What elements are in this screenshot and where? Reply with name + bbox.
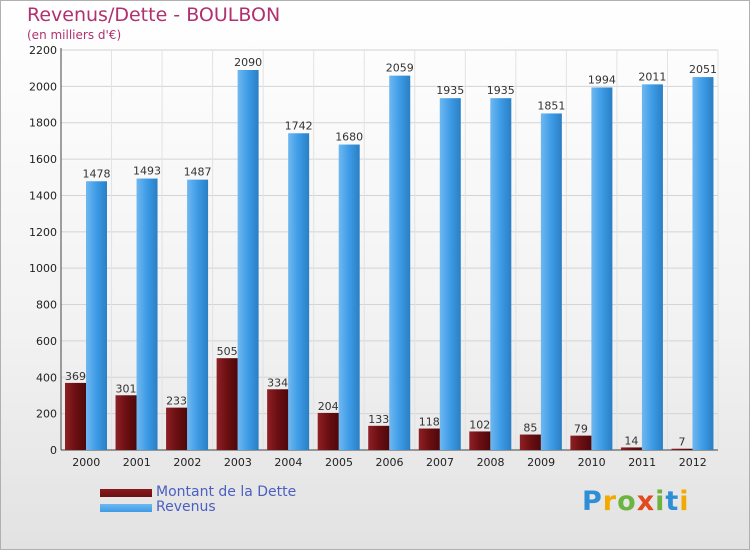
data-label-dette: 85 <box>523 422 537 435</box>
y-tick-label: 1200 <box>29 226 57 239</box>
bar-revenus <box>338 144 360 450</box>
y-tick-label: 1000 <box>29 262 57 275</box>
x-tick-label: 2001 <box>123 456 151 469</box>
data-label-dette: 233 <box>166 395 187 408</box>
bar-revenus <box>490 98 512 450</box>
x-tick-label: 2008 <box>477 456 505 469</box>
bar-chart: 0 200 400 600 800 1000 1200 1400 1600 1800 2000 220… <box>29 44 719 469</box>
bar-dette <box>65 382 86 450</box>
bar-dette <box>620 447 642 450</box>
bar-dette <box>317 412 339 450</box>
x-tick-label: 2004 <box>274 456 302 469</box>
data-label-dette: 334 <box>267 376 288 389</box>
legend-label-revenus: Revenus <box>156 499 216 515</box>
bar-revenus <box>692 77 714 450</box>
bar-dette <box>469 431 491 450</box>
bar-revenus <box>136 178 158 450</box>
chart-subtitle: (en milliers d'€) <box>27 28 122 42</box>
y-tick-label: 1600 <box>29 153 57 166</box>
x-tick-label: 2012 <box>679 456 707 469</box>
data-label-revenus: 1994 <box>588 73 616 86</box>
x-tick-label: 2011 <box>628 456 656 469</box>
data-label-dette: 133 <box>368 413 389 426</box>
y-tick-label: 2000 <box>29 80 57 93</box>
logo-letter: i <box>655 486 666 517</box>
bar-revenus <box>540 113 562 451</box>
bar-dette <box>368 425 390 450</box>
bar-dette <box>267 389 289 450</box>
legend-label-dette: Montant de la Dette <box>156 484 297 500</box>
y-tick-label: 600 <box>36 335 57 348</box>
data-label-dette: 301 <box>116 382 137 395</box>
logo-letter: P <box>582 486 603 517</box>
data-label-dette: 7 <box>678 436 685 449</box>
data-label-dette: 369 <box>65 370 86 383</box>
data-label-revenus: 1742 <box>285 119 313 132</box>
data-label-dette: 118 <box>419 416 440 429</box>
data-label-dette: 14 <box>624 434 638 447</box>
bar-dette <box>671 448 693 450</box>
y-tick-label: 1400 <box>29 189 57 202</box>
chart-title: Revenus/Dette - BOULBON <box>27 4 281 26</box>
data-label-dette: 204 <box>318 400 339 413</box>
x-tick-label: 2005 <box>325 456 353 469</box>
data-label-dette: 505 <box>217 345 238 358</box>
y-tick-label: 200 <box>36 408 57 421</box>
bar-dette <box>519 434 541 450</box>
data-label-dette: 102 <box>469 418 490 431</box>
x-tick-label: 2002 <box>173 456 201 469</box>
data-label-revenus: 1487 <box>184 166 212 179</box>
y-tick-label: 0 <box>50 444 57 457</box>
logo-letter: o <box>617 486 637 517</box>
y-tick-label: 800 <box>36 299 57 312</box>
data-label-revenus: 2011 <box>638 70 666 83</box>
bar-revenus <box>641 84 663 450</box>
bar-dette <box>216 358 238 450</box>
bar-revenus <box>591 87 613 451</box>
bar-revenus <box>187 179 209 451</box>
y-tick-label: 2200 <box>29 44 57 57</box>
bar-revenus <box>389 75 411 451</box>
data-label-revenus: 1851 <box>537 99 565 112</box>
data-label-revenus: 1935 <box>487 84 515 97</box>
data-label-dette: 79 <box>574 423 588 436</box>
data-label-revenus: 2090 <box>234 56 262 69</box>
data-label-revenus: 1935 <box>436 84 464 97</box>
logo-letter: t <box>665 486 680 517</box>
data-label-revenus: 1478 <box>83 167 111 180</box>
data-label-revenus: 2051 <box>689 63 717 76</box>
bar-revenus <box>86 181 107 451</box>
x-tick-label: 2000 <box>72 456 100 469</box>
x-tick-label: 2006 <box>376 456 404 469</box>
x-tick-label: 2003 <box>224 456 252 469</box>
legend-swatch-revenus <box>100 504 152 512</box>
bar-dette <box>418 428 440 450</box>
data-label-revenus: 1493 <box>133 165 161 178</box>
data-label-revenus: 2059 <box>386 62 414 75</box>
data-label-revenus: 1680 <box>335 131 363 144</box>
proxiti-logo: Proxiti <box>582 486 690 517</box>
logo-letter: x <box>636 486 656 517</box>
logo-letter: r <box>602 486 618 517</box>
bar-revenus <box>288 133 310 451</box>
x-tick-label: 2010 <box>578 456 606 469</box>
bar-dette <box>115 395 137 450</box>
x-tick-label: 2007 <box>426 456 454 469</box>
x-tick-label: 2009 <box>527 456 555 469</box>
y-tick-label: 400 <box>36 371 57 384</box>
bar-dette <box>570 435 592 450</box>
bar-revenus <box>439 98 461 450</box>
bar-revenus <box>237 70 259 450</box>
bar-dette <box>166 407 188 450</box>
legend-swatch-dette <box>100 489 152 497</box>
y-tick-label: 1800 <box>29 117 57 130</box>
logo-letter: i <box>679 486 690 517</box>
